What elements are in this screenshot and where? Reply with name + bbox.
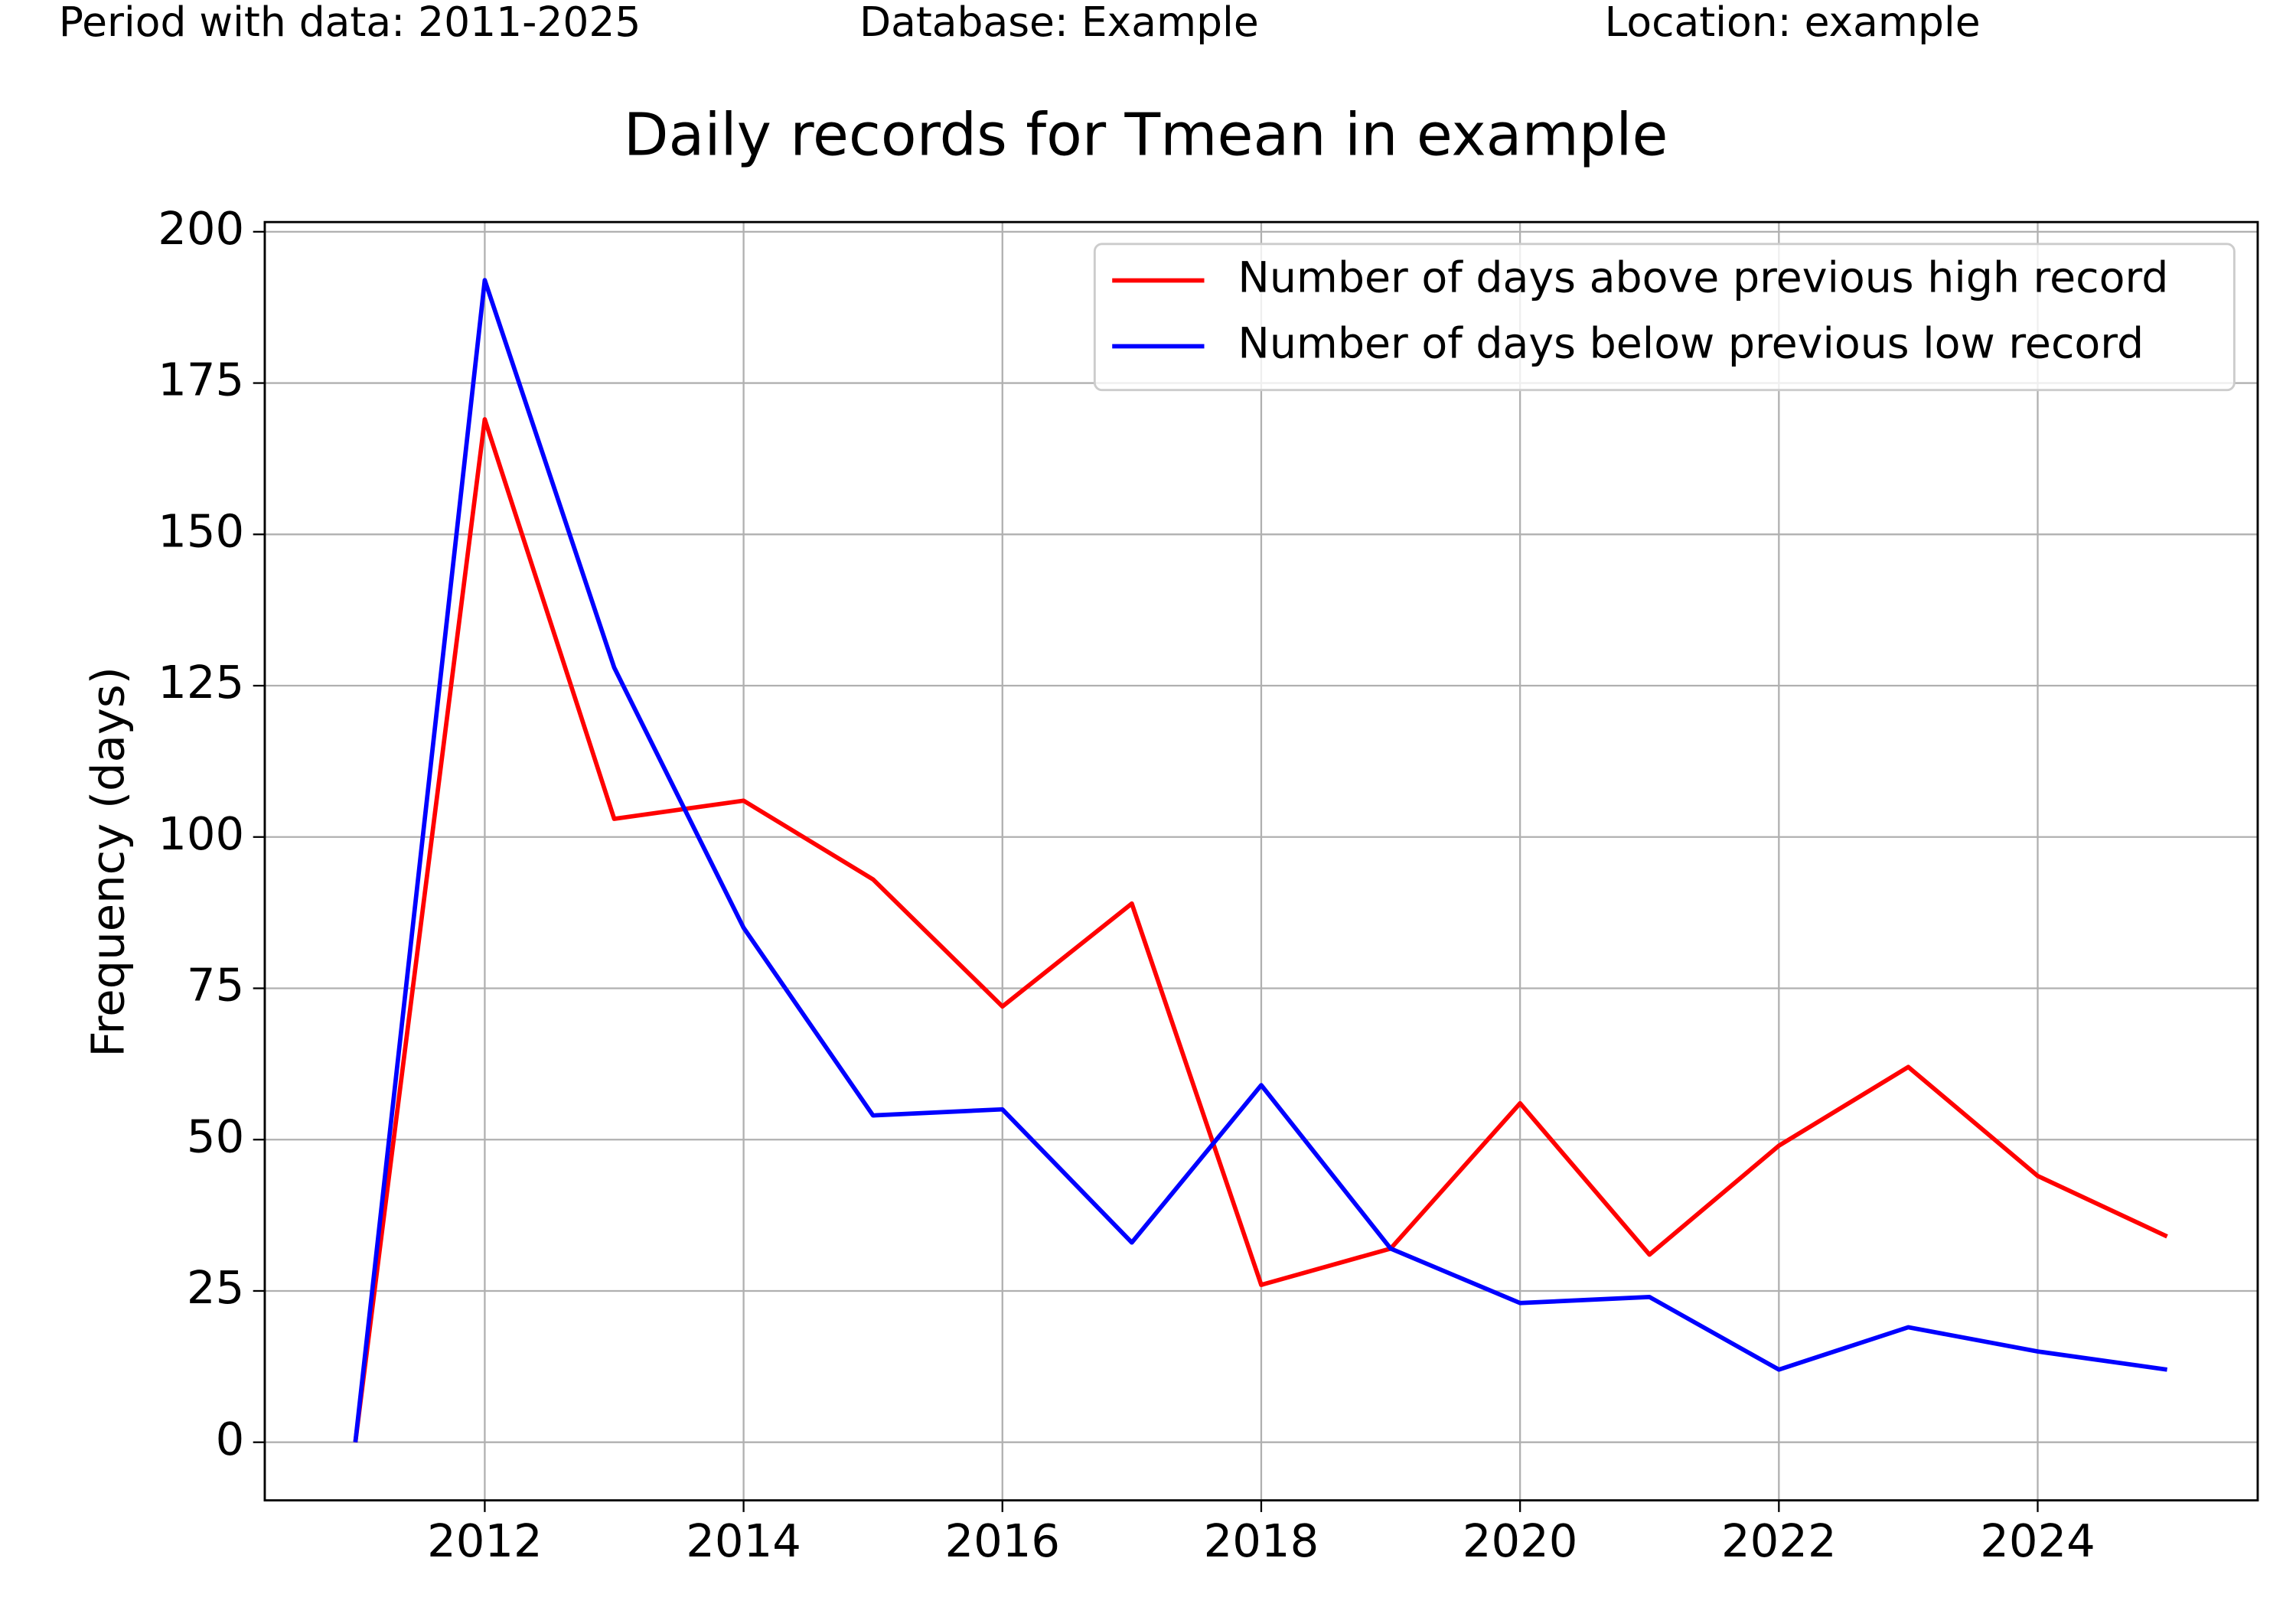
y-tick-label: 50 [187, 1110, 244, 1162]
x-tick-label: 2022 [1721, 1514, 1837, 1567]
x-tick-label: 2020 [1463, 1514, 1578, 1567]
x-tick-label: 2024 [1980, 1514, 2095, 1567]
y-axis-label: Frequency (days) [82, 667, 135, 1057]
y-tick-label: 200 [158, 202, 244, 255]
x-tick-label: 2012 [427, 1514, 543, 1567]
y-tick-label: 0 [216, 1413, 245, 1465]
chart-title: Daily records for Tmean in example [624, 101, 1668, 169]
database-label: Database: Example [859, 0, 1259, 46]
y-tick-label: 75 [187, 959, 244, 1012]
y-tick-label: 25 [187, 1261, 244, 1314]
y-tick-label: 100 [158, 807, 244, 860]
legend-label: Number of days above previous high recor… [1238, 254, 2168, 303]
x-tick-label: 2014 [686, 1514, 801, 1567]
x-tick-label: 2016 [944, 1514, 1060, 1567]
line-series [353, 278, 2167, 1443]
period-label: Period with data: 2011-2025 [59, 0, 641, 46]
legend-label: Number of days below previous low record [1238, 320, 2144, 369]
line-series [353, 417, 2168, 1443]
y-tick-label: 125 [158, 656, 244, 709]
legend-box [1093, 243, 2236, 392]
x-tick-label: 2018 [1204, 1514, 1319, 1567]
plot-frame [263, 220, 2259, 1502]
location-label: Location: example [1605, 0, 1981, 46]
y-tick-label: 150 [158, 504, 244, 557]
y-tick-label: 175 [158, 354, 244, 406]
